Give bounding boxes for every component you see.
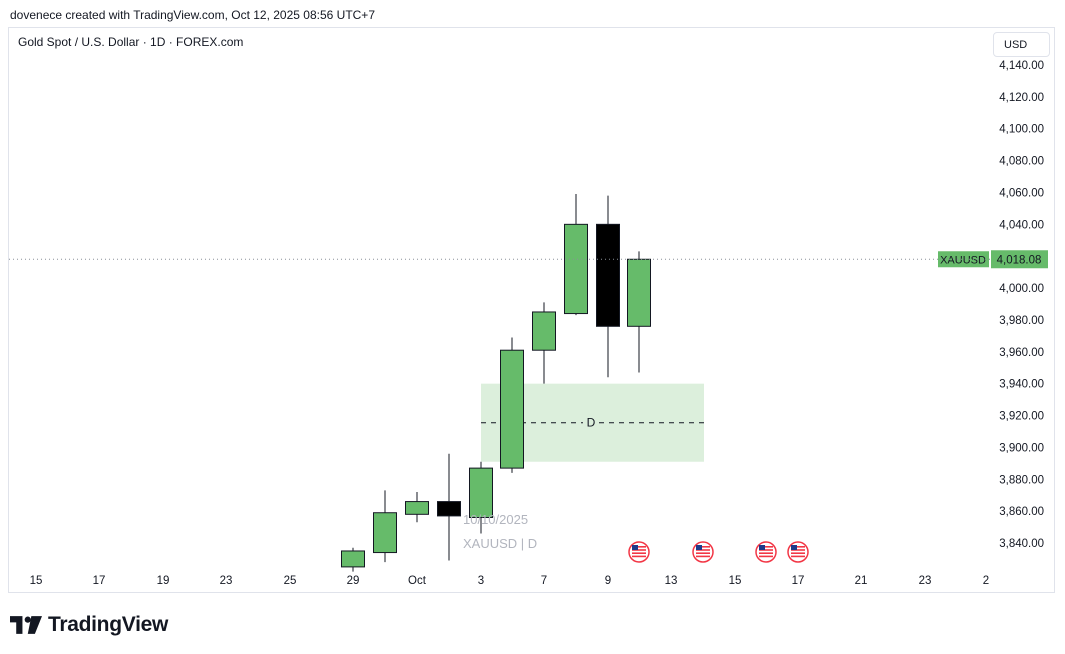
watermark-symbol: XAUUSD | D (463, 536, 537, 551)
candle (627, 251, 651, 373)
time-tick-label: 15 (729, 575, 742, 587)
tradingview-logo-icon (10, 616, 42, 634)
candle-body-up (500, 349, 524, 469)
time-tick-label: 23 (220, 575, 233, 587)
flag-stripe (759, 549, 773, 551)
flag-stripe (632, 555, 646, 558)
flag-canton (696, 545, 702, 550)
time-tick-label: 25 (284, 575, 297, 587)
time-tick-label: 23 (919, 575, 932, 587)
candle (405, 492, 429, 523)
price-tick-label: 4,040.00 (999, 219, 1044, 231)
price-tick-label: 4,000.00 (999, 283, 1044, 295)
candle-body-up (405, 501, 429, 515)
price-tick-label: 3,840.00 (999, 538, 1044, 550)
tradingview-logo: TradingView (10, 612, 168, 638)
price-tick-label: 3,920.00 (999, 411, 1044, 423)
watermark-date: 10/10/2025 (463, 512, 528, 527)
candle (500, 337, 524, 473)
price-tick-label: 3,940.00 (999, 379, 1044, 391)
flag-stripe (696, 546, 710, 548)
us-flag-event-icon (628, 541, 650, 563)
flag-stripe (632, 552, 646, 554)
time-tick-label: 7 (541, 575, 547, 587)
price-tick-label: 3,960.00 (999, 347, 1044, 359)
symbol-price-tag (938, 251, 989, 268)
symbol-tag-label: XAUUSD (940, 254, 986, 266)
time-tick-label: 19 (157, 575, 170, 587)
candle-body-up (469, 467, 493, 519)
price-tick-label: 3,880.00 (999, 474, 1044, 486)
us-flag-event-icon (787, 541, 809, 563)
candle-body-down (437, 501, 461, 517)
chart-attribution: dovenece created with TradingView.com, O… (10, 8, 375, 22)
us-flag-event-icon (692, 541, 714, 563)
candle (341, 547, 365, 572)
chart-frame (8, 27, 1055, 593)
flag-stripe (696, 552, 710, 554)
price-axis: 4,140.00 4,120.00 4,100.00 4,080.00 4,060.00… (938, 60, 1048, 550)
zone-label: D (587, 416, 596, 430)
price-tick-label: 4,080.00 (999, 156, 1044, 168)
symbol-title: Gold Spot / U.S. Dollar · 1D · FOREX.com (18, 35, 244, 49)
time-axis: 15 17 19 23 25 29 Oct 3 7 9 13 15 17 21 23 2 (30, 575, 990, 587)
flag-stripe (696, 549, 710, 551)
price-tick-label: 4,120.00 (999, 92, 1044, 104)
flag-stripe (791, 546, 805, 548)
price-tick-label: 3,900.00 (999, 442, 1044, 454)
price-tick-label: 4,140.00 (999, 60, 1044, 72)
candle (373, 490, 397, 563)
candle-body-up (564, 223, 588, 315)
currency-button[interactable]: USD (993, 32, 1050, 57)
time-tick-label: 9 (605, 575, 611, 587)
candle-body-up (627, 258, 651, 327)
price-tick-label: 3,980.00 (999, 315, 1044, 327)
flag-stripe (632, 549, 646, 551)
candle-body-up (532, 311, 556, 351)
candlestick-chart: D 4,140.00 4,120.00 4,100.00 4,080.00 4,060.… (9, 60, 1048, 587)
time-tick-label: 17 (93, 575, 106, 587)
flag-stripe (791, 549, 805, 551)
time-tick-label: 21 (855, 575, 868, 587)
candle (564, 194, 588, 316)
flag-canton (632, 545, 638, 550)
flag-stripe (759, 546, 773, 548)
flag-stripe (759, 552, 773, 554)
flag-stripe (696, 555, 710, 558)
overlays: 10/10/2025 XAUUSD | D (9, 258, 990, 563)
candle-body-down (596, 223, 620, 327)
flag-stripe (759, 555, 773, 558)
tradingview-logo-text: TradingView (48, 613, 169, 636)
time-tick-label: Oct (408, 575, 427, 587)
candle-body-up (373, 512, 397, 554)
time-tick-label: 13 (665, 575, 678, 587)
last-price-label: 4,018.08 (997, 254, 1042, 266)
flag-stripe (632, 546, 646, 548)
candle (596, 195, 620, 378)
price-tick-label: 4,100.00 (999, 124, 1044, 136)
flag-stripe (791, 552, 805, 554)
flag-canton (791, 545, 797, 550)
last-price-tag (991, 250, 1048, 269)
price-tick-label: 4,060.00 (999, 187, 1044, 199)
price-tick-label: 3,860.00 (999, 506, 1044, 518)
time-tick-label: 17 (792, 575, 805, 587)
time-tick-label: 15 (30, 575, 43, 587)
candle-body-up (341, 550, 365, 568)
time-tick-label: 29 (347, 575, 360, 587)
candle (532, 302, 556, 384)
candle (469, 461, 493, 534)
candle (437, 453, 461, 561)
flag-stripe (791, 555, 805, 558)
us-flag-event-icon (755, 541, 777, 563)
flag-canton (759, 545, 765, 550)
time-tick-label: 2 (983, 575, 989, 587)
candles (341, 194, 651, 572)
time-tick-label: 3 (478, 575, 484, 587)
